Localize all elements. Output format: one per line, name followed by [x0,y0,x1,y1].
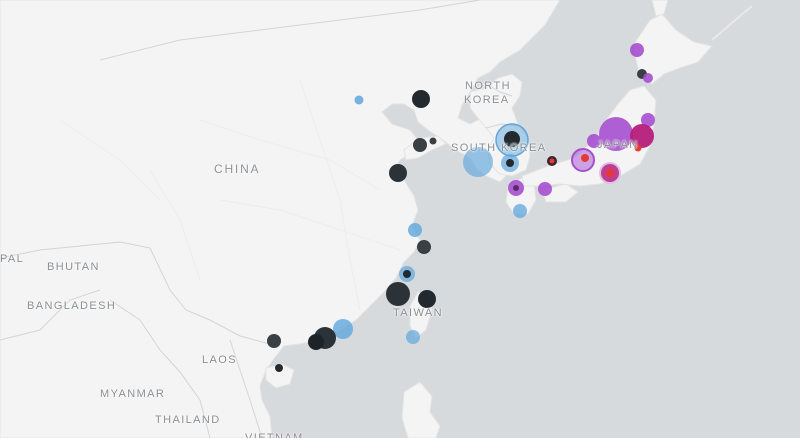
marker-dark-hainan[interactable] [275,364,283,372]
marker-purple-tokyo-large[interactable] [599,117,633,151]
marker-blue-taiwan[interactable] [406,330,420,344]
label-bhutan: BHUTAN [47,261,100,273]
marker-blue-kyushu[interactable] [513,204,527,218]
luzon-island [401,381,441,438]
marker-red-fukuoka-inner[interactable] [513,185,519,191]
label-laos: LAOS [202,354,237,366]
label-vietnam: VIETNAM [245,432,304,438]
marker-red-tokyo-inner[interactable] [634,144,642,152]
marker-blue-shanghai[interactable] [408,223,422,237]
label-myanmar: MYANMAR [100,388,166,400]
country-borders [0,0,518,438]
marker-dark-lianyungang[interactable] [389,164,407,182]
marker-dark-taipei[interactable] [418,290,436,308]
marker-purple-niigata[interactable] [587,134,601,148]
marker-dark-shenzhen[interactable] [308,334,324,350]
markers-layer [267,43,655,372]
province-borders [59,79,401,311]
marker-red-busan-inner[interactable] [549,158,555,164]
marker-dark-qingdao-2[interactable] [429,137,437,145]
label-china: CHINA [214,162,261,176]
marker-red-nagoya-inner[interactable] [581,154,589,162]
hainan-island [265,363,295,389]
marker-blue-hongkong[interactable] [333,319,353,339]
marker-red-tokyo[interactable] [630,124,654,148]
label-nepal: PAL [0,253,25,265]
marker-purple-hokkaido-south[interactable] [643,73,653,83]
marker-purple-sendai[interactable] [641,113,655,127]
marker-dark-qingdao-1[interactable] [413,138,427,152]
label-thailand: THAILAND [155,414,221,426]
marker-dark-hanoi[interactable] [267,334,281,348]
marker-dark-fuzhou[interactable] [386,282,410,306]
label-south-korea: SOUTH KOREA [451,142,547,154]
marker-dark-ningbo[interactable] [417,240,431,254]
label-japan: JAPAN [597,139,639,151]
label-bangladesh: BANGLADESH [27,300,117,312]
sakhalin-island [651,0,669,17]
marker-purple-hokkaido-north[interactable] [630,43,644,57]
marker-dark-daejeon[interactable] [506,159,514,167]
marker-dark-wenzhou[interactable] [403,270,411,278]
marker-red-osaka-inner[interactable] [606,169,614,177]
kuril-islands [711,5,753,41]
marker-dark-seoul[interactable] [504,131,520,147]
label-north-korea-line2: KOREA [464,94,510,106]
marker-blue-inland-north[interactable] [354,95,364,105]
marker-blue-incheon[interactable] [463,147,493,177]
label-north-korea-line1: NORTH [465,80,511,92]
marker-dark-dalian[interactable] [412,90,430,108]
marker-purple-hiroshima[interactable] [538,182,552,196]
label-taiwan: TAIWAN [393,307,443,319]
